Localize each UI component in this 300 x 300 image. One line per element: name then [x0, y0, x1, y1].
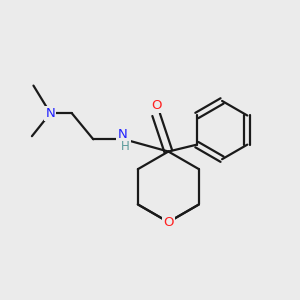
Text: N: N: [45, 107, 55, 120]
Text: H: H: [121, 140, 130, 152]
Text: O: O: [151, 99, 161, 112]
Text: N: N: [118, 128, 127, 141]
Text: O: O: [163, 216, 174, 229]
